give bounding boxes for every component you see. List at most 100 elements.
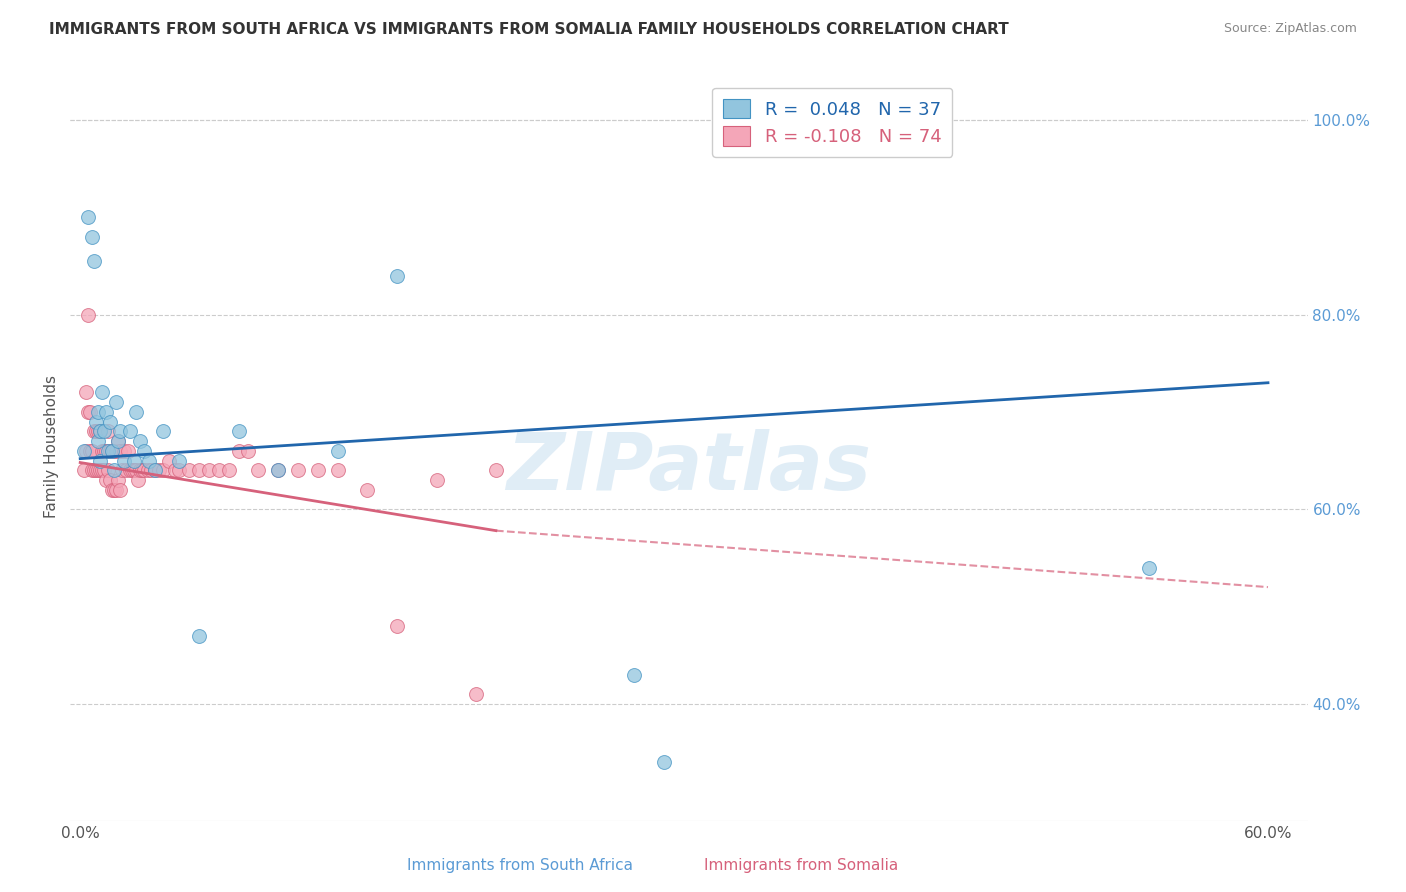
Point <box>94 473 117 487</box>
Text: Immigrants from South Africa: Immigrants from South Africa <box>408 858 633 872</box>
Point <box>124 463 146 477</box>
Text: ZIPatlas: ZIPatlas <box>506 429 872 508</box>
Point <box>84 463 107 477</box>
Point <box>465 687 488 701</box>
Point <box>73 443 96 458</box>
Point <box>326 443 349 458</box>
Point <box>104 483 127 497</box>
Point <box>307 463 329 477</box>
Point <box>80 443 103 458</box>
Point <box>98 443 121 458</box>
Point <box>108 425 131 439</box>
Point <box>122 463 145 477</box>
Point <box>121 463 143 477</box>
Point <box>167 453 190 467</box>
Point <box>228 443 250 458</box>
Point <box>127 473 149 487</box>
Point <box>98 415 121 429</box>
Point <box>104 443 127 458</box>
Point <box>145 463 167 477</box>
Point <box>267 463 290 477</box>
Point <box>80 229 103 244</box>
Point <box>101 443 124 458</box>
Point <box>287 463 309 477</box>
Point <box>188 629 211 643</box>
Point <box>77 211 100 225</box>
Point <box>218 463 240 477</box>
Point <box>87 425 110 439</box>
Point <box>83 463 105 477</box>
Point <box>103 483 125 497</box>
Point <box>103 443 125 458</box>
Point <box>152 425 174 439</box>
Point <box>111 463 134 477</box>
Point <box>425 473 447 487</box>
Point <box>97 463 120 477</box>
Point <box>87 405 110 419</box>
Point <box>112 443 135 458</box>
Point <box>87 434 110 449</box>
Point <box>165 463 187 477</box>
Point <box>101 443 124 458</box>
Point <box>114 463 136 477</box>
Point <box>326 463 349 477</box>
Point <box>94 443 117 458</box>
Y-axis label: Family Households: Family Households <box>44 375 59 517</box>
Point <box>167 463 190 477</box>
Point <box>108 483 131 497</box>
Point <box>80 463 103 477</box>
Point <box>138 453 160 467</box>
Point <box>79 405 101 419</box>
Point <box>356 483 378 497</box>
Point <box>145 463 167 477</box>
Point <box>94 405 117 419</box>
Point <box>247 463 270 477</box>
Point <box>97 443 120 458</box>
Point <box>152 463 174 477</box>
Point <box>1137 560 1160 574</box>
Point <box>267 463 290 477</box>
Legend: R =  0.048   N = 37, R = -0.108   N = 74: R = 0.048 N = 37, R = -0.108 N = 74 <box>713 88 952 157</box>
Point <box>112 453 135 467</box>
Point <box>84 415 107 429</box>
Point <box>157 453 180 467</box>
Point <box>104 395 127 409</box>
Point <box>87 463 110 477</box>
Point <box>93 425 115 439</box>
Point <box>208 463 231 477</box>
Point <box>485 463 508 477</box>
Point <box>136 463 159 477</box>
Point <box>132 443 155 458</box>
Point <box>122 453 145 467</box>
Point <box>89 453 111 467</box>
Point <box>128 463 150 477</box>
Point <box>89 425 111 439</box>
Point <box>188 463 211 477</box>
Point <box>198 463 221 477</box>
Point <box>107 434 129 449</box>
Point <box>228 425 250 439</box>
Point <box>128 434 150 449</box>
Point <box>91 443 114 458</box>
Point <box>101 483 124 497</box>
Point <box>141 463 163 477</box>
Point <box>84 425 107 439</box>
Point <box>385 268 408 283</box>
Point <box>97 425 120 439</box>
Point <box>83 254 105 268</box>
Point <box>238 443 260 458</box>
Point <box>117 443 139 458</box>
Point <box>118 463 141 477</box>
Point <box>385 619 408 633</box>
Point <box>107 473 129 487</box>
Point <box>89 425 111 439</box>
Point <box>103 463 125 477</box>
Text: IMMIGRANTS FROM SOUTH AFRICA VS IMMIGRANTS FROM SOMALIA FAMILY HOUSEHOLDS CORREL: IMMIGRANTS FROM SOUTH AFRICA VS IMMIGRAN… <box>49 22 1010 37</box>
Point <box>623 667 645 681</box>
Text: Source: ZipAtlas.com: Source: ZipAtlas.com <box>1223 22 1357 36</box>
Point <box>83 425 105 439</box>
Point <box>108 443 131 458</box>
Point <box>89 463 111 477</box>
Point <box>177 463 200 477</box>
Point <box>93 443 115 458</box>
